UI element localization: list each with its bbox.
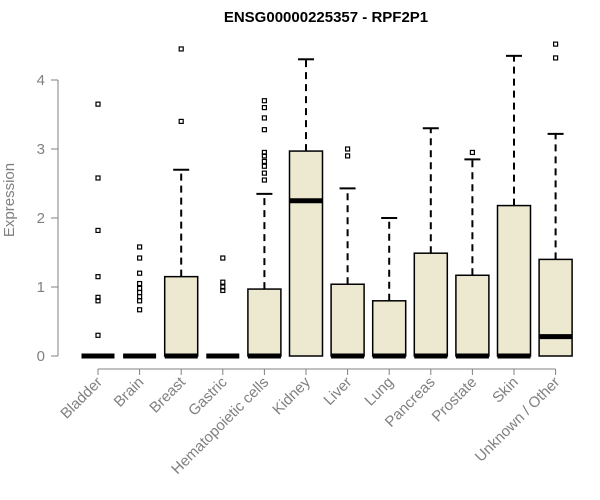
iqr-box bbox=[538, 258, 573, 357]
x-tick-label: Lung bbox=[361, 374, 397, 410]
outlier-point bbox=[95, 227, 101, 234]
outlier-point bbox=[261, 163, 267, 169]
box-kidney bbox=[288, 58, 324, 357]
box-liver bbox=[330, 146, 365, 359]
outlier-point bbox=[95, 175, 101, 181]
box-hematopoietic-cells bbox=[247, 98, 282, 359]
outlier-point bbox=[137, 255, 143, 261]
outlier-point bbox=[261, 98, 267, 104]
outlier-point bbox=[137, 289, 143, 296]
iqr-box bbox=[455, 274, 490, 357]
chart-title: ENSG00000225357 - RPF2P1 bbox=[224, 9, 428, 26]
x-tick-label: Kidney bbox=[269, 373, 314, 418]
y-tick-label: 4 bbox=[37, 72, 45, 89]
outlier-point bbox=[261, 149, 267, 156]
outlier-point bbox=[137, 285, 143, 291]
x-tick-label: Prostate bbox=[429, 374, 481, 426]
iqr-box bbox=[247, 288, 282, 357]
x-tick-label: Bladder bbox=[57, 374, 106, 423]
box-breast bbox=[163, 46, 199, 359]
outlier-point bbox=[95, 294, 101, 300]
y-tick-label: 2 bbox=[37, 210, 45, 227]
iqr-box bbox=[496, 204, 532, 357]
outlier-point bbox=[552, 41, 559, 47]
outlier-point bbox=[345, 153, 351, 159]
iqr-box bbox=[413, 252, 449, 357]
outlier-point bbox=[261, 177, 267, 183]
iqr-box bbox=[371, 300, 407, 357]
outlier-point bbox=[137, 270, 143, 276]
box-prostate bbox=[455, 149, 490, 359]
box-pancreas bbox=[413, 127, 449, 359]
x-tick-label: Breast bbox=[146, 373, 189, 416]
outlier-point bbox=[552, 55, 559, 61]
outlier-point bbox=[261, 158, 267, 165]
box-bladder bbox=[81, 101, 115, 359]
x-tick-label: Liver bbox=[320, 374, 355, 409]
box-unknown-other bbox=[538, 41, 573, 357]
iqr-box bbox=[330, 283, 365, 357]
y-axis-label: Expression bbox=[1, 163, 18, 237]
y-tick-label: 1 bbox=[37, 279, 45, 296]
iqr-box bbox=[288, 150, 324, 357]
outlier-point bbox=[261, 127, 267, 133]
box-brain bbox=[123, 244, 157, 359]
outlier-point bbox=[469, 149, 475, 156]
box-gastric bbox=[206, 255, 240, 359]
outlier-point bbox=[137, 298, 143, 304]
outlier-point bbox=[95, 274, 101, 280]
outlier-point bbox=[178, 46, 184, 52]
outlier-point bbox=[220, 255, 226, 261]
outlier-point bbox=[178, 118, 184, 125]
outlier-point bbox=[220, 284, 226, 290]
outlier-point bbox=[95, 101, 101, 107]
outlier-point bbox=[345, 146, 351, 152]
outlier-point bbox=[261, 104, 267, 111]
box-lung bbox=[371, 217, 407, 359]
outlier-point bbox=[95, 332, 101, 338]
iqr-box bbox=[163, 275, 199, 357]
boxes bbox=[81, 41, 573, 359]
outlier-point bbox=[137, 244, 143, 250]
outlier-point bbox=[261, 170, 267, 176]
outlier-point bbox=[261, 115, 267, 121]
y-tick-label: 3 bbox=[37, 141, 45, 158]
y-tick-label: 0 bbox=[37, 348, 45, 365]
outlier-point bbox=[137, 280, 143, 287]
outlier-point bbox=[220, 279, 226, 285]
outlier-point bbox=[137, 307, 143, 313]
x-tick-label: Skin bbox=[489, 374, 522, 407]
outlier-point bbox=[137, 294, 143, 300]
x-tick-label: Brain bbox=[111, 374, 148, 411]
box-skin bbox=[496, 54, 532, 359]
